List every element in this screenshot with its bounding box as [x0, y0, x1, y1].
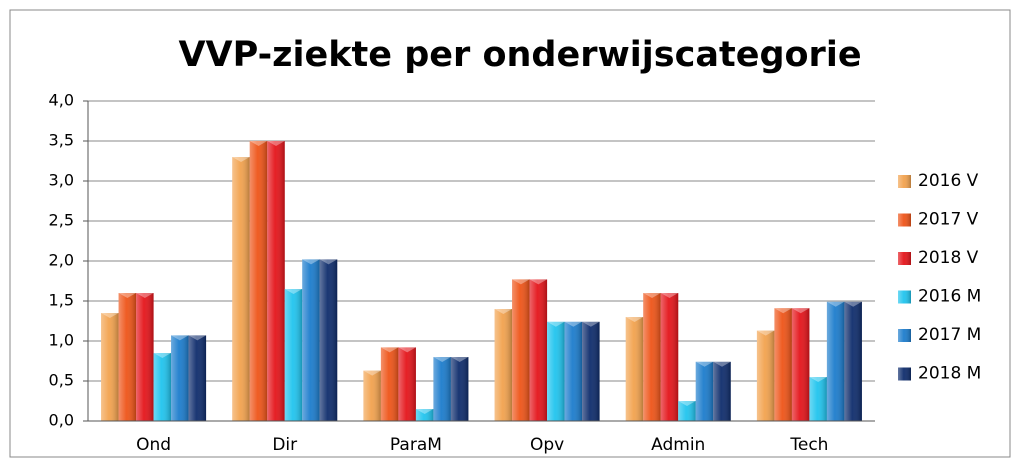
bar [625, 317, 644, 421]
bar [363, 370, 381, 421]
bar [101, 313, 119, 421]
y-tick-label: 2,0 [49, 251, 74, 270]
y-tick-label: 4,0 [49, 91, 74, 110]
bar [529, 279, 548, 421]
bar-cap [433, 357, 451, 362]
bar-cap [450, 357, 469, 362]
bar [284, 289, 303, 421]
y-tick-label: 0,5 [49, 371, 74, 390]
bar-cap [267, 141, 285, 146]
bar [433, 357, 451, 421]
bar-cap [809, 377, 827, 382]
bar-cap [188, 335, 207, 341]
bar-cap [713, 361, 731, 367]
bar [494, 309, 513, 421]
bar [713, 361, 731, 421]
y-tick-label: 3,0 [49, 171, 74, 190]
bar-cap [101, 313, 119, 318]
x-tick-label: Admin [651, 435, 705, 455]
bar [118, 293, 137, 421]
bar [582, 321, 600, 421]
bar-cap [564, 321, 583, 327]
legend-swatch-shade [898, 175, 911, 188]
chart-title: VVP-ziekte per onderwijscategorie [178, 35, 861, 75]
bar [267, 141, 285, 421]
bar-cap [171, 335, 189, 341]
bar-cap [398, 347, 416, 353]
x-tick-label: Dir [272, 435, 297, 455]
legend-label: 2017 M [918, 325, 981, 345]
bar-cap [643, 293, 661, 298]
y-tick-label: 3,5 [49, 131, 74, 150]
bar [844, 301, 862, 421]
bar-cap [319, 259, 338, 265]
bar [547, 321, 565, 421]
bar-cap [302, 259, 320, 265]
bar-cap [249, 141, 268, 146]
bar [643, 293, 661, 421]
bar [398, 347, 416, 421]
bar [232, 157, 250, 421]
legend-label: 2016 M [918, 287, 981, 307]
bar-cap [232, 157, 250, 162]
bar [302, 259, 320, 421]
bar-cap [791, 308, 810, 314]
bar-cap [625, 317, 644, 322]
legend-label: 2018 M [918, 364, 981, 384]
y-tick-label: 1,5 [49, 291, 74, 310]
bar-cap [756, 330, 775, 336]
bar [809, 377, 827, 421]
bar [249, 141, 268, 421]
legend-swatch-shade [898, 329, 911, 342]
bar-cap [136, 293, 154, 298]
legend-swatch-shade [898, 213, 911, 227]
y-tick-label: 1,0 [49, 331, 74, 350]
bar-cap [695, 361, 714, 367]
bar-cap [415, 409, 434, 414]
bar-cap [826, 301, 845, 307]
bar-cap [494, 309, 513, 314]
legend-label: 2018 V [918, 248, 979, 268]
legend-label: 2016 V [918, 171, 979, 191]
bar [660, 293, 679, 421]
bar [695, 361, 714, 421]
bar [774, 308, 792, 421]
bar [512, 279, 530, 421]
x-tick-label: Tech [789, 435, 828, 455]
bar [136, 293, 154, 421]
bar-cap [153, 353, 172, 358]
bar [319, 259, 338, 421]
x-tick-label: Ond [136, 435, 171, 455]
bar-cap [547, 321, 565, 327]
bar [826, 301, 845, 421]
bar-cap [774, 308, 792, 314]
bar-cap [363, 370, 381, 376]
x-tick-label: ParaM [390, 435, 442, 455]
bar-cap [284, 289, 303, 294]
bar-cap [512, 279, 530, 285]
bar-cap [582, 321, 600, 327]
y-tick-label: 2,5 [49, 211, 74, 230]
bar [756, 330, 775, 421]
bar-cap [678, 401, 696, 406]
bar [380, 347, 399, 421]
bar-cap [118, 293, 137, 298]
bar-cap [844, 301, 862, 307]
bar [450, 357, 469, 421]
bar [153, 353, 172, 421]
legend-swatch-shade [898, 290, 911, 304]
bar [791, 308, 810, 421]
legend-swatch-shade [898, 252, 911, 265]
bar [171, 335, 189, 421]
legend-swatch-shade [898, 367, 911, 381]
bar-cap [380, 347, 399, 353]
y-tick-label: 0,0 [49, 411, 74, 430]
bar [188, 335, 207, 421]
bar [564, 321, 583, 421]
bar-cap [660, 293, 679, 298]
legend-label: 2017 V [918, 210, 979, 230]
x-tick-label: Opv [530, 435, 564, 455]
bar-cap [529, 279, 548, 285]
